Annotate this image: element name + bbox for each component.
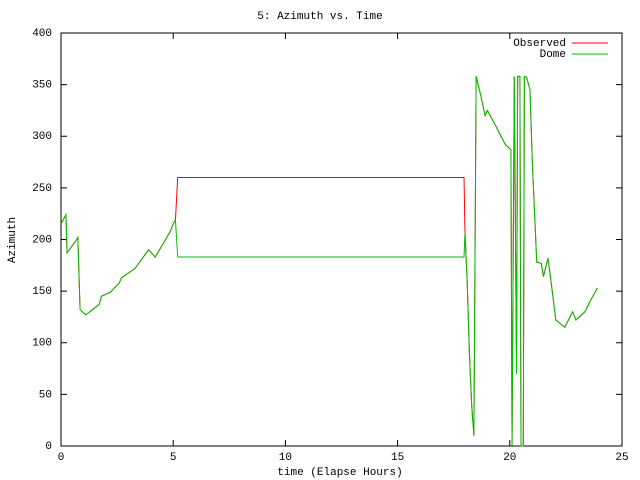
y-tick-label: 150 bbox=[32, 286, 52, 298]
y-tick-label: 400 bbox=[32, 28, 52, 40]
y-tick-label: 250 bbox=[32, 183, 52, 195]
x-tick-label: 15 bbox=[391, 452, 404, 464]
x-tick-label: 10 bbox=[279, 452, 292, 464]
y-tick-label: 200 bbox=[32, 234, 52, 246]
y-tick-label: 300 bbox=[32, 131, 52, 143]
chart-title: 5: Azimuth vs. Time bbox=[257, 11, 382, 23]
y-tick-label: 350 bbox=[32, 80, 52, 92]
x-tick-label: 5 bbox=[170, 452, 177, 464]
x-axis-label: time (Elapse Hours) bbox=[277, 467, 402, 479]
x-tick-label: 25 bbox=[615, 452, 628, 464]
y-tick-label: 100 bbox=[32, 338, 52, 350]
data-line bbox=[60, 75, 598, 447]
y-axis-label: Azimuth bbox=[7, 217, 19, 263]
x-tick-label: 20 bbox=[503, 452, 516, 464]
legend-label: Observed bbox=[513, 38, 566, 50]
y-tick-label: 0 bbox=[45, 441, 52, 453]
x-tick-label: 0 bbox=[58, 452, 65, 464]
legend-label: Dome bbox=[540, 49, 566, 61]
y-tick-label: 50 bbox=[39, 389, 52, 401]
